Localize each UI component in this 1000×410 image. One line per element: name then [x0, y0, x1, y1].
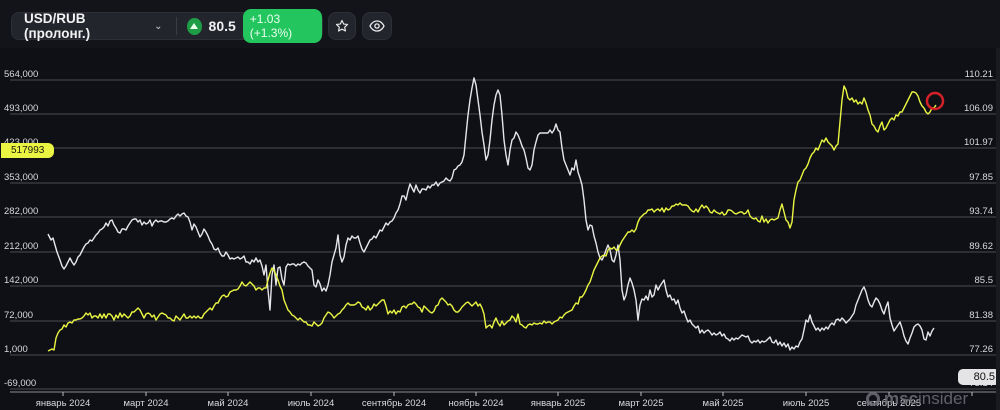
- svg-text:93.74: 93.74: [969, 206, 993, 217]
- divider: [176, 17, 177, 35]
- svg-text:июль 2025: июль 2025: [783, 398, 830, 409]
- right-axis-labels: 110.21 106.09 101.97 97.85 93.74 89.62 8…: [964, 69, 993, 389]
- x-axis-labels: январь 2024 март 2024 май 2024 июль 2024…: [36, 398, 921, 409]
- svg-text:сентябрь 2025: сентябрь 2025: [857, 398, 921, 409]
- svg-text:июль 2024: июль 2024: [288, 398, 335, 409]
- right-axis-value-tag: 80.5: [958, 369, 1000, 385]
- svg-text:ноябрь 2024: ноябрь 2024: [448, 398, 503, 409]
- svg-text:89.62: 89.62: [969, 241, 993, 252]
- chart[interactable]: 564,000 493,000 423,000 353,000 282,000 …: [0, 48, 1000, 410]
- symbol-selector[interactable]: USD/RUB (пролонг.) ⌄ 80.5 +1.03 (+1.3%): [11, 9, 323, 43]
- eye-icon: [369, 20, 385, 32]
- arrow-up-icon: [186, 17, 202, 35]
- svg-text:май 2025: май 2025: [703, 398, 744, 409]
- watermark: msc insider: [866, 389, 968, 409]
- svg-text:81.38: 81.38: [969, 310, 993, 321]
- gridlines: [10, 79, 996, 390]
- svg-text:110.21: 110.21: [965, 69, 993, 80]
- toolbar: USD/RUB (пролонг.) ⌄ 80.5 +1.03 (+1.3%): [0, 0, 1000, 48]
- svg-text:423,000: 423,000: [4, 137, 38, 148]
- svg-text:77.26: 77.26: [969, 344, 993, 355]
- last-point-marker: [925, 91, 945, 111]
- msc-logo-icon: [866, 392, 880, 406]
- visibility-button[interactable]: [362, 12, 392, 40]
- svg-text:85.5: 85.5: [975, 275, 994, 286]
- left-axis-value-tag: 517993: [1, 143, 55, 158]
- svg-text:353,000: 353,000: [4, 172, 38, 183]
- right-edge: [996, 48, 1000, 410]
- svg-text:май 2024: май 2024: [208, 398, 249, 409]
- left-axis-labels: 564,000 493,000 423,000 353,000 282,000 …: [4, 69, 38, 389]
- svg-text:март 2025: март 2025: [618, 398, 663, 409]
- svg-text:212,000: 212,000: [4, 241, 38, 252]
- svg-text:493,000: 493,000: [4, 103, 38, 114]
- x-axis-ticks: [62, 392, 973, 396]
- chart-canvas[interactable]: 564,000 493,000 423,000 353,000 282,000 …: [0, 48, 1000, 410]
- svg-text:январь 2024: январь 2024: [36, 398, 91, 409]
- chevron-down-icon[interactable]: ⌄: [154, 20, 163, 32]
- svg-text:1,000: 1,000: [4, 344, 28, 355]
- svg-text:март 2024: март 2024: [123, 398, 168, 409]
- open-interest-line: [47, 85, 937, 352]
- price-change-badge: +1.03 (+1.3%): [242, 9, 322, 43]
- svg-text:сентябрь 2024: сентябрь 2024: [362, 398, 426, 409]
- svg-text:564,000: 564,000: [4, 69, 38, 80]
- favorite-button[interactable]: [328, 12, 356, 40]
- star-icon: [335, 19, 349, 32]
- svg-text:106.09: 106.09: [964, 103, 993, 114]
- svg-text:97.85: 97.85: [969, 172, 993, 183]
- svg-text:101.97: 101.97: [964, 137, 993, 148]
- usdrub-price-line: [47, 77, 935, 351]
- svg-text:-69,000: -69,000: [4, 378, 36, 389]
- current-price: 80.5: [208, 18, 236, 34]
- svg-text:142,000: 142,000: [4, 275, 38, 286]
- svg-text:январь 2025: январь 2025: [531, 398, 586, 409]
- svg-text:72,000: 72,000: [4, 310, 33, 321]
- svg-text:282,000: 282,000: [4, 206, 38, 217]
- symbol-name: USD/RUB (пролонг.): [24, 11, 91, 41]
